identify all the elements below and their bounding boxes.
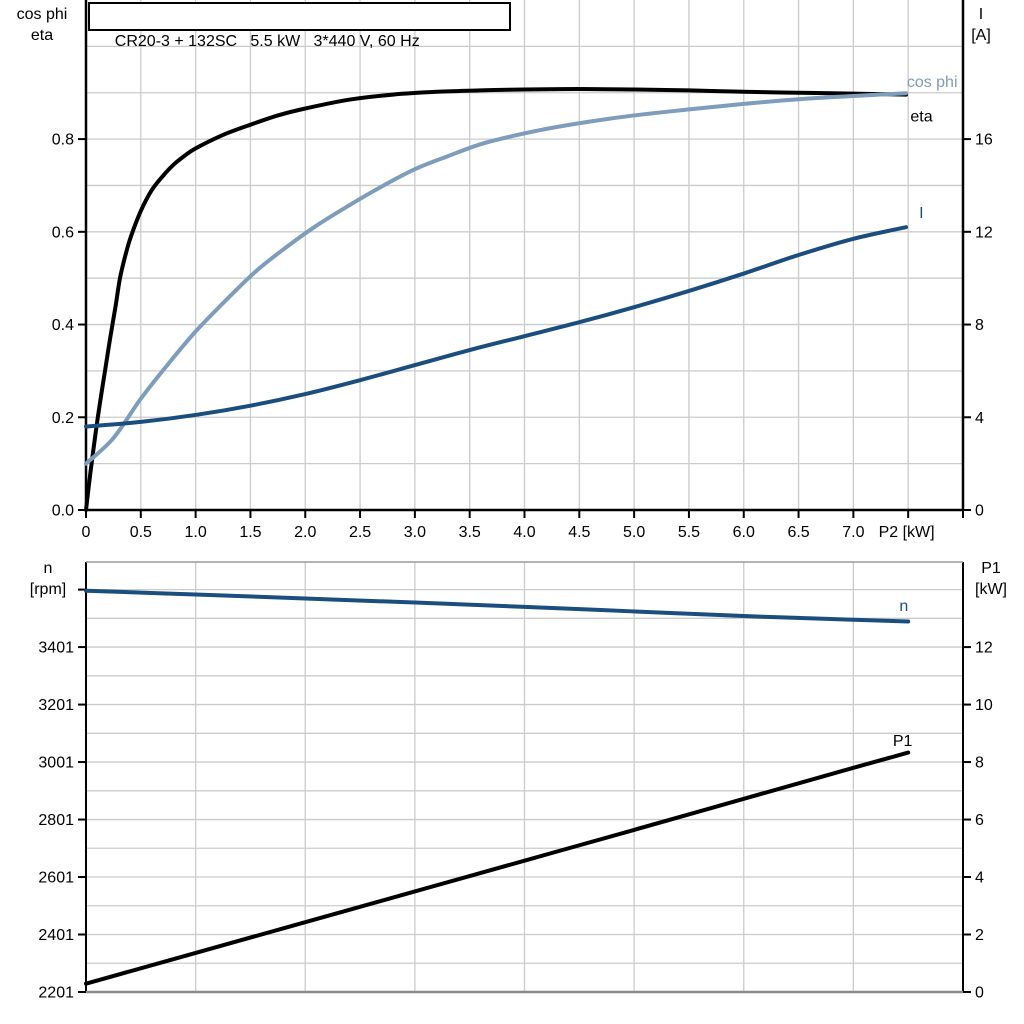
tick-label-left: 3201 [38, 697, 74, 714]
axis-title-current: I [978, 6, 984, 23]
curve-cos_phi [84, 91, 908, 466]
axis-title-speed-unit: [rpm] [29, 581, 67, 598]
curve-label-I: I [919, 205, 923, 222]
tick-label-x: 4.0 [513, 524, 535, 541]
tick-label-right: 0 [975, 985, 984, 1002]
tick-label-x: 7.0 [842, 524, 864, 541]
tick-label-right: 2 [975, 927, 984, 944]
curve-label-n: n [899, 598, 908, 615]
tick-label-x: 0.5 [130, 524, 152, 541]
tick-label-right: 8 [975, 317, 984, 334]
tick-label-right: 12 [975, 224, 993, 241]
tick-label-x: 1.0 [185, 524, 207, 541]
x-axis-unit-label: P2 [kW] [879, 524, 935, 541]
tick-label-x: 2.0 [294, 524, 316, 541]
top-right-axis-title: I [A] [951, 4, 1011, 46]
tick-label-left: 2801 [38, 812, 74, 829]
tick-label-x: 5.5 [678, 524, 700, 541]
tick-label-x: 6.0 [733, 524, 755, 541]
tick-label-left: 2401 [38, 927, 74, 944]
axis-title-current-unit: [A] [971, 27, 991, 44]
tick-label-left: 0.4 [52, 317, 74, 334]
tick-label-left: 3401 [38, 640, 74, 657]
tick-label-x: 0 [82, 524, 91, 541]
axis-title-eta: eta [30, 27, 54, 44]
axis-title-cos-phi: cos phi [16, 6, 68, 23]
tick-label-x: 3.0 [404, 524, 426, 541]
tick-label-left: 0.6 [52, 224, 74, 241]
axis-title-p1-unit: [kW] [975, 581, 1007, 598]
tick-label-x: 4.5 [568, 524, 590, 541]
tick-label-right: 0 [975, 503, 984, 520]
tick-label-right: 4 [975, 870, 984, 887]
tick-label-left: 2601 [38, 870, 74, 887]
curve-label-eta: eta [910, 108, 932, 125]
tick-label-x: 5.0 [623, 524, 645, 541]
tick-label-right: 10 [975, 697, 993, 714]
chart-title: CR20-3 + 132SC 5.5 kW 3*440 V, 60 Hz [114, 33, 420, 50]
curve-label-cos_phi: cos phi [907, 74, 958, 91]
tick-label-left: 0.0 [52, 503, 74, 520]
tick-label-x: 3.5 [459, 524, 481, 541]
curve-I [84, 225, 908, 429]
tick-label-left: 0.2 [52, 410, 74, 427]
axis-title-speed: n [43, 560, 53, 577]
bottom-right-axis-title: P1 [kW] [961, 558, 1021, 600]
tick-label-left: 3001 [38, 755, 74, 772]
curve-eta [84, 87, 908, 512]
curve-label-P1: P1 [893, 733, 913, 750]
bottom-left-axis-title: n [rpm] [6, 558, 90, 600]
tick-label-left: 2201 [38, 985, 74, 1002]
axis-title-p1: P1 [981, 560, 1001, 577]
tick-label-x: 1.5 [239, 524, 261, 541]
tick-label-right: 6 [975, 812, 984, 829]
tick-label-x: 2.5 [349, 524, 371, 541]
tick-label-right: 12 [975, 640, 993, 657]
tick-label-right: 16 [975, 132, 993, 149]
curve-n [84, 588, 911, 624]
chart-title-box: CR20-3 + 132SC 5.5 kW 3*440 V, 60 Hz [88, 2, 511, 50]
tick-label-x: 6.5 [787, 524, 809, 541]
top-left-axis-title: cos phi eta [2, 4, 82, 46]
curve-P1 [84, 750, 911, 986]
tick-label-right: 8 [975, 755, 984, 772]
tick-label-right: 4 [975, 410, 984, 427]
tick-label-left: 0.8 [52, 132, 74, 149]
